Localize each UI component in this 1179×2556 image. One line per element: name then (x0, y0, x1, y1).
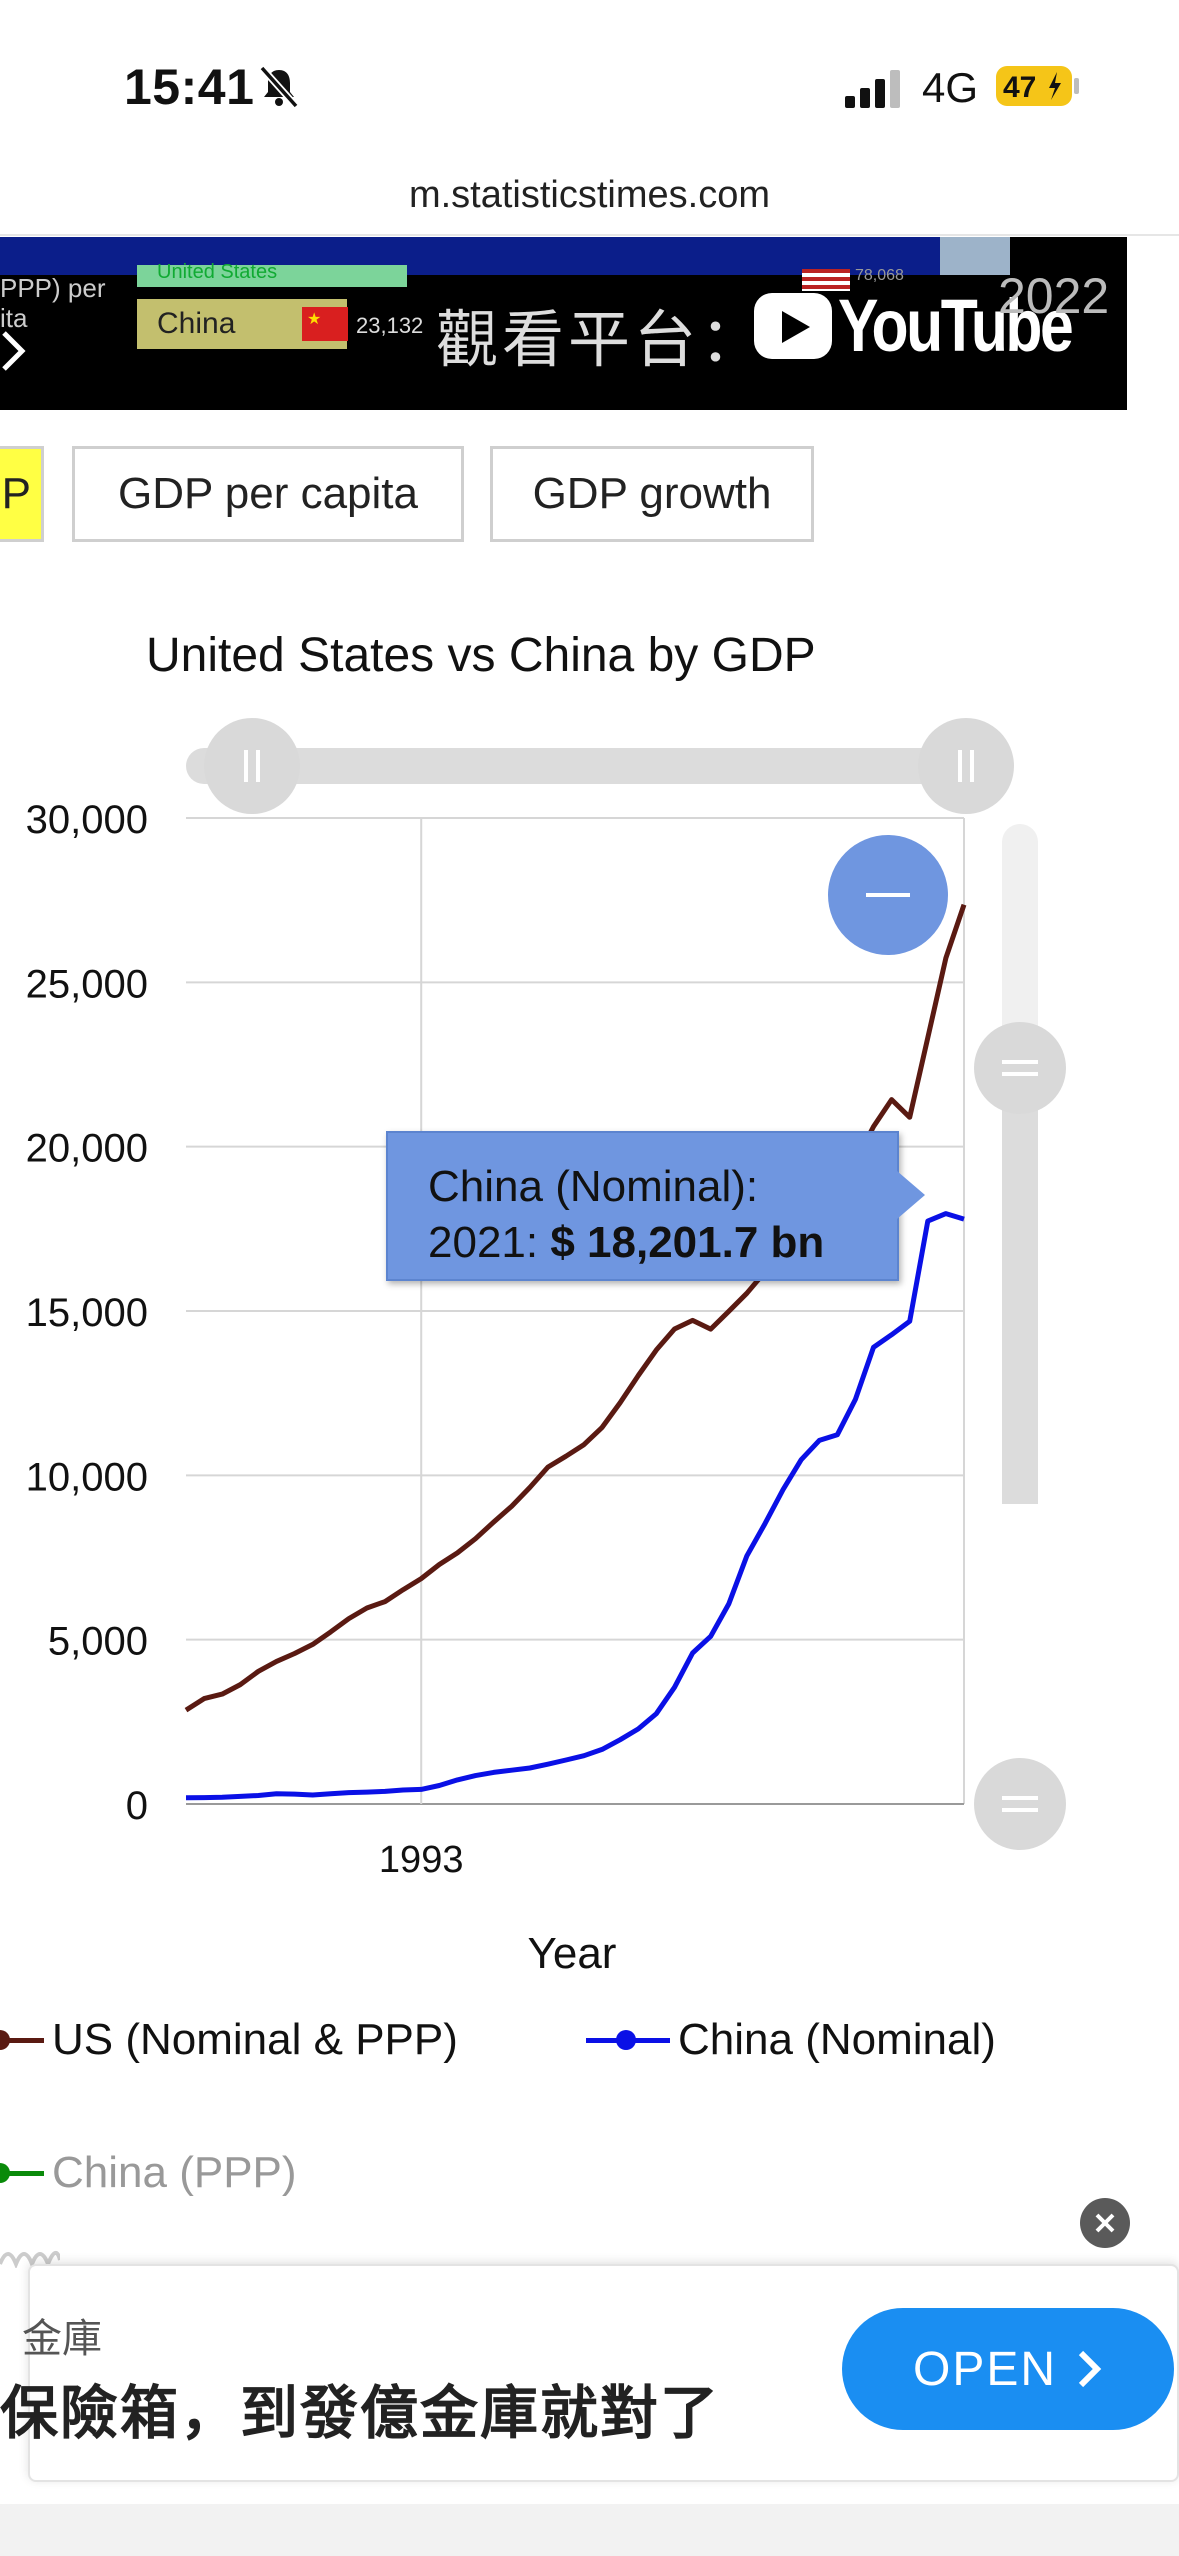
legend-china-nominal-label: China (Nominal) (678, 2015, 996, 2064)
chart-title: United States vs China by GDP (146, 629, 816, 682)
ad-open-button[interactable]: OPEN (842, 2308, 1174, 2430)
x-axis-label: Year (528, 1929, 617, 1978)
vertical-slider-bottom-handle[interactable] (974, 1758, 1066, 1850)
us-flag-icon (802, 269, 850, 291)
range-slider-track[interactable] (186, 748, 992, 784)
legend-us-swatch-icon (0, 2028, 44, 2052)
banner-us-label: United States (157, 261, 278, 283)
y-tick-label: 30,000 (26, 798, 148, 842)
x-tick-label: 1993 (379, 1839, 464, 1881)
legend-china-ppp-swatch-icon (0, 2161, 44, 2185)
gdp-line-chart[interactable]: 30,000 25,000 20,000 15,000 10,000 5,000 0 199… (0, 700, 1179, 2000)
tooltip-year: 2021: (428, 1218, 551, 1267)
cellular-signal-icon (845, 70, 900, 108)
range-slider-left-handle[interactable] (204, 718, 300, 814)
battery-icon: 47 (996, 66, 1079, 106)
banner-left-text: PPP) per ita (0, 273, 106, 333)
url-bar[interactable]: m.statisticstimes.com (0, 160, 1179, 236)
ad-open-label: OPEN (912, 2342, 1058, 2396)
ad-headline: 保險箱，到發億金庫就對了 (0, 2379, 721, 2447)
ad-card[interactable]: 金庫 保險箱，到發億金庫就對了 OPEN (0, 2264, 1179, 2482)
banner-platform-name: YouTube (838, 284, 1074, 367)
bell-muted-icon (259, 65, 299, 109)
bottom-ad[interactable]: 金庫 保險箱，到發億金庫就對了 OPEN (0, 2198, 1179, 2504)
tooltip-value: $ 18,201.7 bn (550, 1218, 825, 1267)
tab-gdp[interactable]: P (0, 446, 44, 542)
bottom-strip (0, 2504, 1179, 2556)
banner-year: 2022 (998, 268, 1110, 324)
y-tick-label: 20,000 (26, 1127, 148, 1171)
legend-item-us[interactable]: US (Nominal & PPP) (0, 2015, 458, 2065)
battery-level: 47 (1003, 71, 1036, 104)
y-tick-label: 25,000 (26, 962, 148, 1006)
banner-platform-label: 觀看平台： (436, 303, 767, 376)
chart-gridlines (186, 817, 965, 1805)
legend-china-ppp-label: China (PPP) (52, 2148, 297, 2197)
chevron-right-icon (1078, 2350, 1102, 2388)
chevron-right-icon[interactable] (2, 329, 26, 373)
legend-china-nominal-swatch-icon (586, 2028, 670, 2052)
banner-bar-us: United States (137, 261, 407, 287)
vertical-slider-top-handle[interactable] (974, 1022, 1066, 1114)
vertical-slider-track-active[interactable] (1002, 1068, 1038, 1504)
y-tick-label: 0 (126, 1784, 148, 1828)
status-bar: 15:41 4G 47 (0, 0, 1179, 160)
series-line-1 (185, 1211, 965, 1801)
y-tick-label: 15,000 (26, 1291, 148, 1335)
close-ad-button[interactable] (1080, 2198, 1130, 2248)
network-type: 4G (922, 64, 979, 111)
banner-us-value: 78,068 (855, 267, 904, 284)
legend-item-china-ppp[interactable]: China (PPP) (0, 2148, 297, 2198)
chart-tooltip: China (Nominal): 2021: $ 18,201.7 bn (386, 1131, 925, 1281)
legend-us-label: US (Nominal & PPP) (52, 2015, 458, 2064)
video-banner[interactable]: PPP) per ita United States China 23,132 … (0, 237, 1127, 410)
ad-subtitle: 金庫 (22, 2316, 102, 2362)
tooltip-series: China (Nominal): (428, 1162, 759, 1211)
legend-item-china-nominal[interactable]: China (Nominal) (586, 2015, 996, 2065)
url-domain[interactable]: m.statisticstimes.com (408, 174, 771, 216)
china-flag-icon (302, 307, 348, 341)
banner-logo-box (940, 237, 1010, 275)
tooltip-value-line: 2021: $ 18,201.7 bn (428, 1215, 897, 1271)
youtube-play-icon (754, 293, 832, 359)
status-time: 15:41 (124, 59, 255, 115)
y-axis-ticks: 30,000 25,000 20,000 15,000 10,000 5,000 0 (26, 798, 148, 1828)
series-line-0 (184, 903, 967, 1713)
x-axis-ticks: 1993 (379, 1839, 464, 1881)
tab-gdp-growth[interactable]: GDP growth (490, 446, 814, 542)
tab-gdp-per-capita[interactable]: GDP per capita (72, 446, 464, 542)
chart-series (184, 903, 967, 1801)
close-icon[interactable] (1094, 2212, 1116, 2234)
y-tick-label: 5,000 (48, 1620, 148, 1664)
banner-china-label: China (157, 307, 236, 340)
y-tick-label: 10,000 (26, 1455, 148, 1499)
range-slider-right-handle[interactable] (918, 718, 1014, 814)
banner-china-value: 23,132 (356, 313, 424, 338)
zoom-out-button[interactable] (828, 835, 948, 955)
